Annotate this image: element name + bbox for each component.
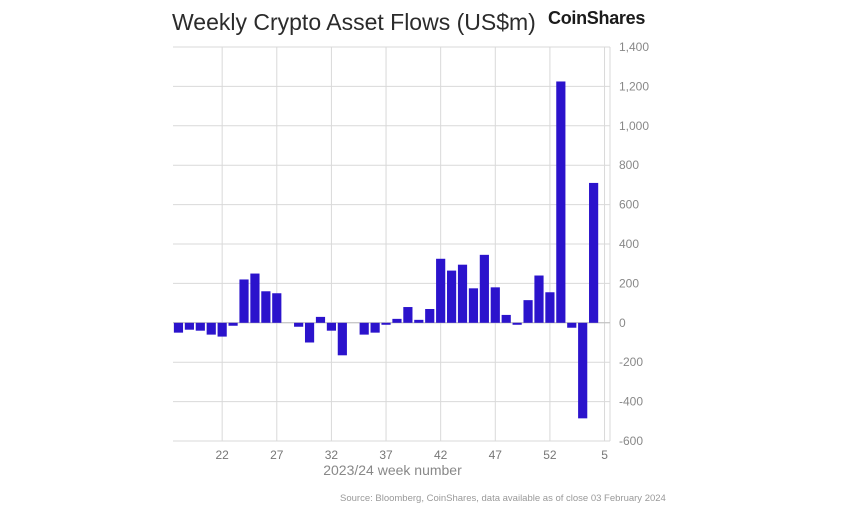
bar-week-39: [403, 307, 413, 323]
bar-week-35: [359, 322, 369, 335]
y-tick-label: 400: [619, 237, 639, 251]
bar-week-37: [381, 322, 391, 325]
chart-title: Weekly Crypto Asset Flows (US$m): [172, 9, 536, 35]
bar-week-2: [567, 322, 577, 328]
y-tick-label: -400: [619, 395, 643, 409]
bar-week-44: [457, 264, 468, 323]
bar-week-24: [239, 279, 249, 323]
y-tick-label: 0: [619, 316, 626, 330]
bar-week-20: [195, 322, 205, 331]
bar-layer: [173, 81, 599, 419]
bar-week-4: [589, 182, 599, 323]
bar-week-31: [315, 316, 326, 323]
bar-week-52: [545, 292, 555, 323]
bar-week-48: [501, 314, 511, 323]
source-note: Source: Bloomberg, CoinShares, data avai…: [340, 493, 666, 504]
y-tick-label: 800: [619, 158, 639, 172]
bar-week-49: [512, 322, 522, 325]
bar-week-21: [206, 322, 216, 335]
x-tick-label: 22: [215, 448, 229, 462]
bar-week-3: [578, 322, 588, 419]
x-tick-label: 37: [379, 448, 393, 462]
grid-layer: [173, 46, 611, 442]
x-tick-label: 32: [325, 448, 339, 462]
bar-week-22: [217, 322, 227, 337]
bar-week-30: [304, 322, 315, 343]
y-tick-label: -600: [619, 434, 643, 448]
x-tick-label: 27: [270, 448, 284, 462]
y-tick-label: 1,200: [619, 79, 649, 93]
y-tick-label: 600: [619, 198, 639, 212]
bar-week-36: [370, 322, 380, 333]
y-tick-label: -200: [619, 355, 643, 369]
x-axis-label: 2023/24 week number: [323, 462, 462, 478]
bar-week-50: [523, 300, 533, 323]
x-tick-label: 42: [434, 448, 448, 462]
y-tick-label: 200: [619, 276, 639, 290]
bar-week-1: [556, 81, 566, 323]
brand-logo: CoinShares: [548, 8, 646, 28]
bar-week-29: [294, 322, 304, 327]
bar-week-25: [250, 273, 260, 323]
bar-week-23: [228, 322, 238, 326]
bar-week-18: [173, 322, 184, 333]
bar-week-42: [436, 258, 446, 323]
bar-week-47: [490, 287, 500, 323]
bar-week-38: [392, 318, 402, 323]
bar-week-40: [414, 319, 424, 323]
bar-week-45: [468, 288, 479, 323]
bar-week-43: [446, 270, 457, 323]
bar-week-33: [337, 322, 347, 356]
y-tick-label: 1,400: [619, 40, 649, 54]
x-tick-labels: 22 27 32 37 42 47 52 5: [215, 448, 608, 462]
x-tick-label: 52: [543, 448, 557, 462]
bar-week-27: [272, 293, 282, 323]
bar-week-26: [261, 291, 271, 323]
bar-week-19: [184, 322, 194, 330]
x-tick-label: 5: [601, 448, 608, 462]
bar-week-41: [425, 309, 435, 323]
bar-week-51: [534, 275, 544, 323]
bar-week-32: [326, 322, 337, 331]
x-tick-label: 47: [489, 448, 503, 462]
bar-week-46: [479, 254, 489, 323]
y-tick-labels: 1,400 1,200 1,000 800 600 400 200 0 -200 -400 -600: [619, 40, 649, 448]
y-tick-label: 1,000: [619, 119, 649, 133]
